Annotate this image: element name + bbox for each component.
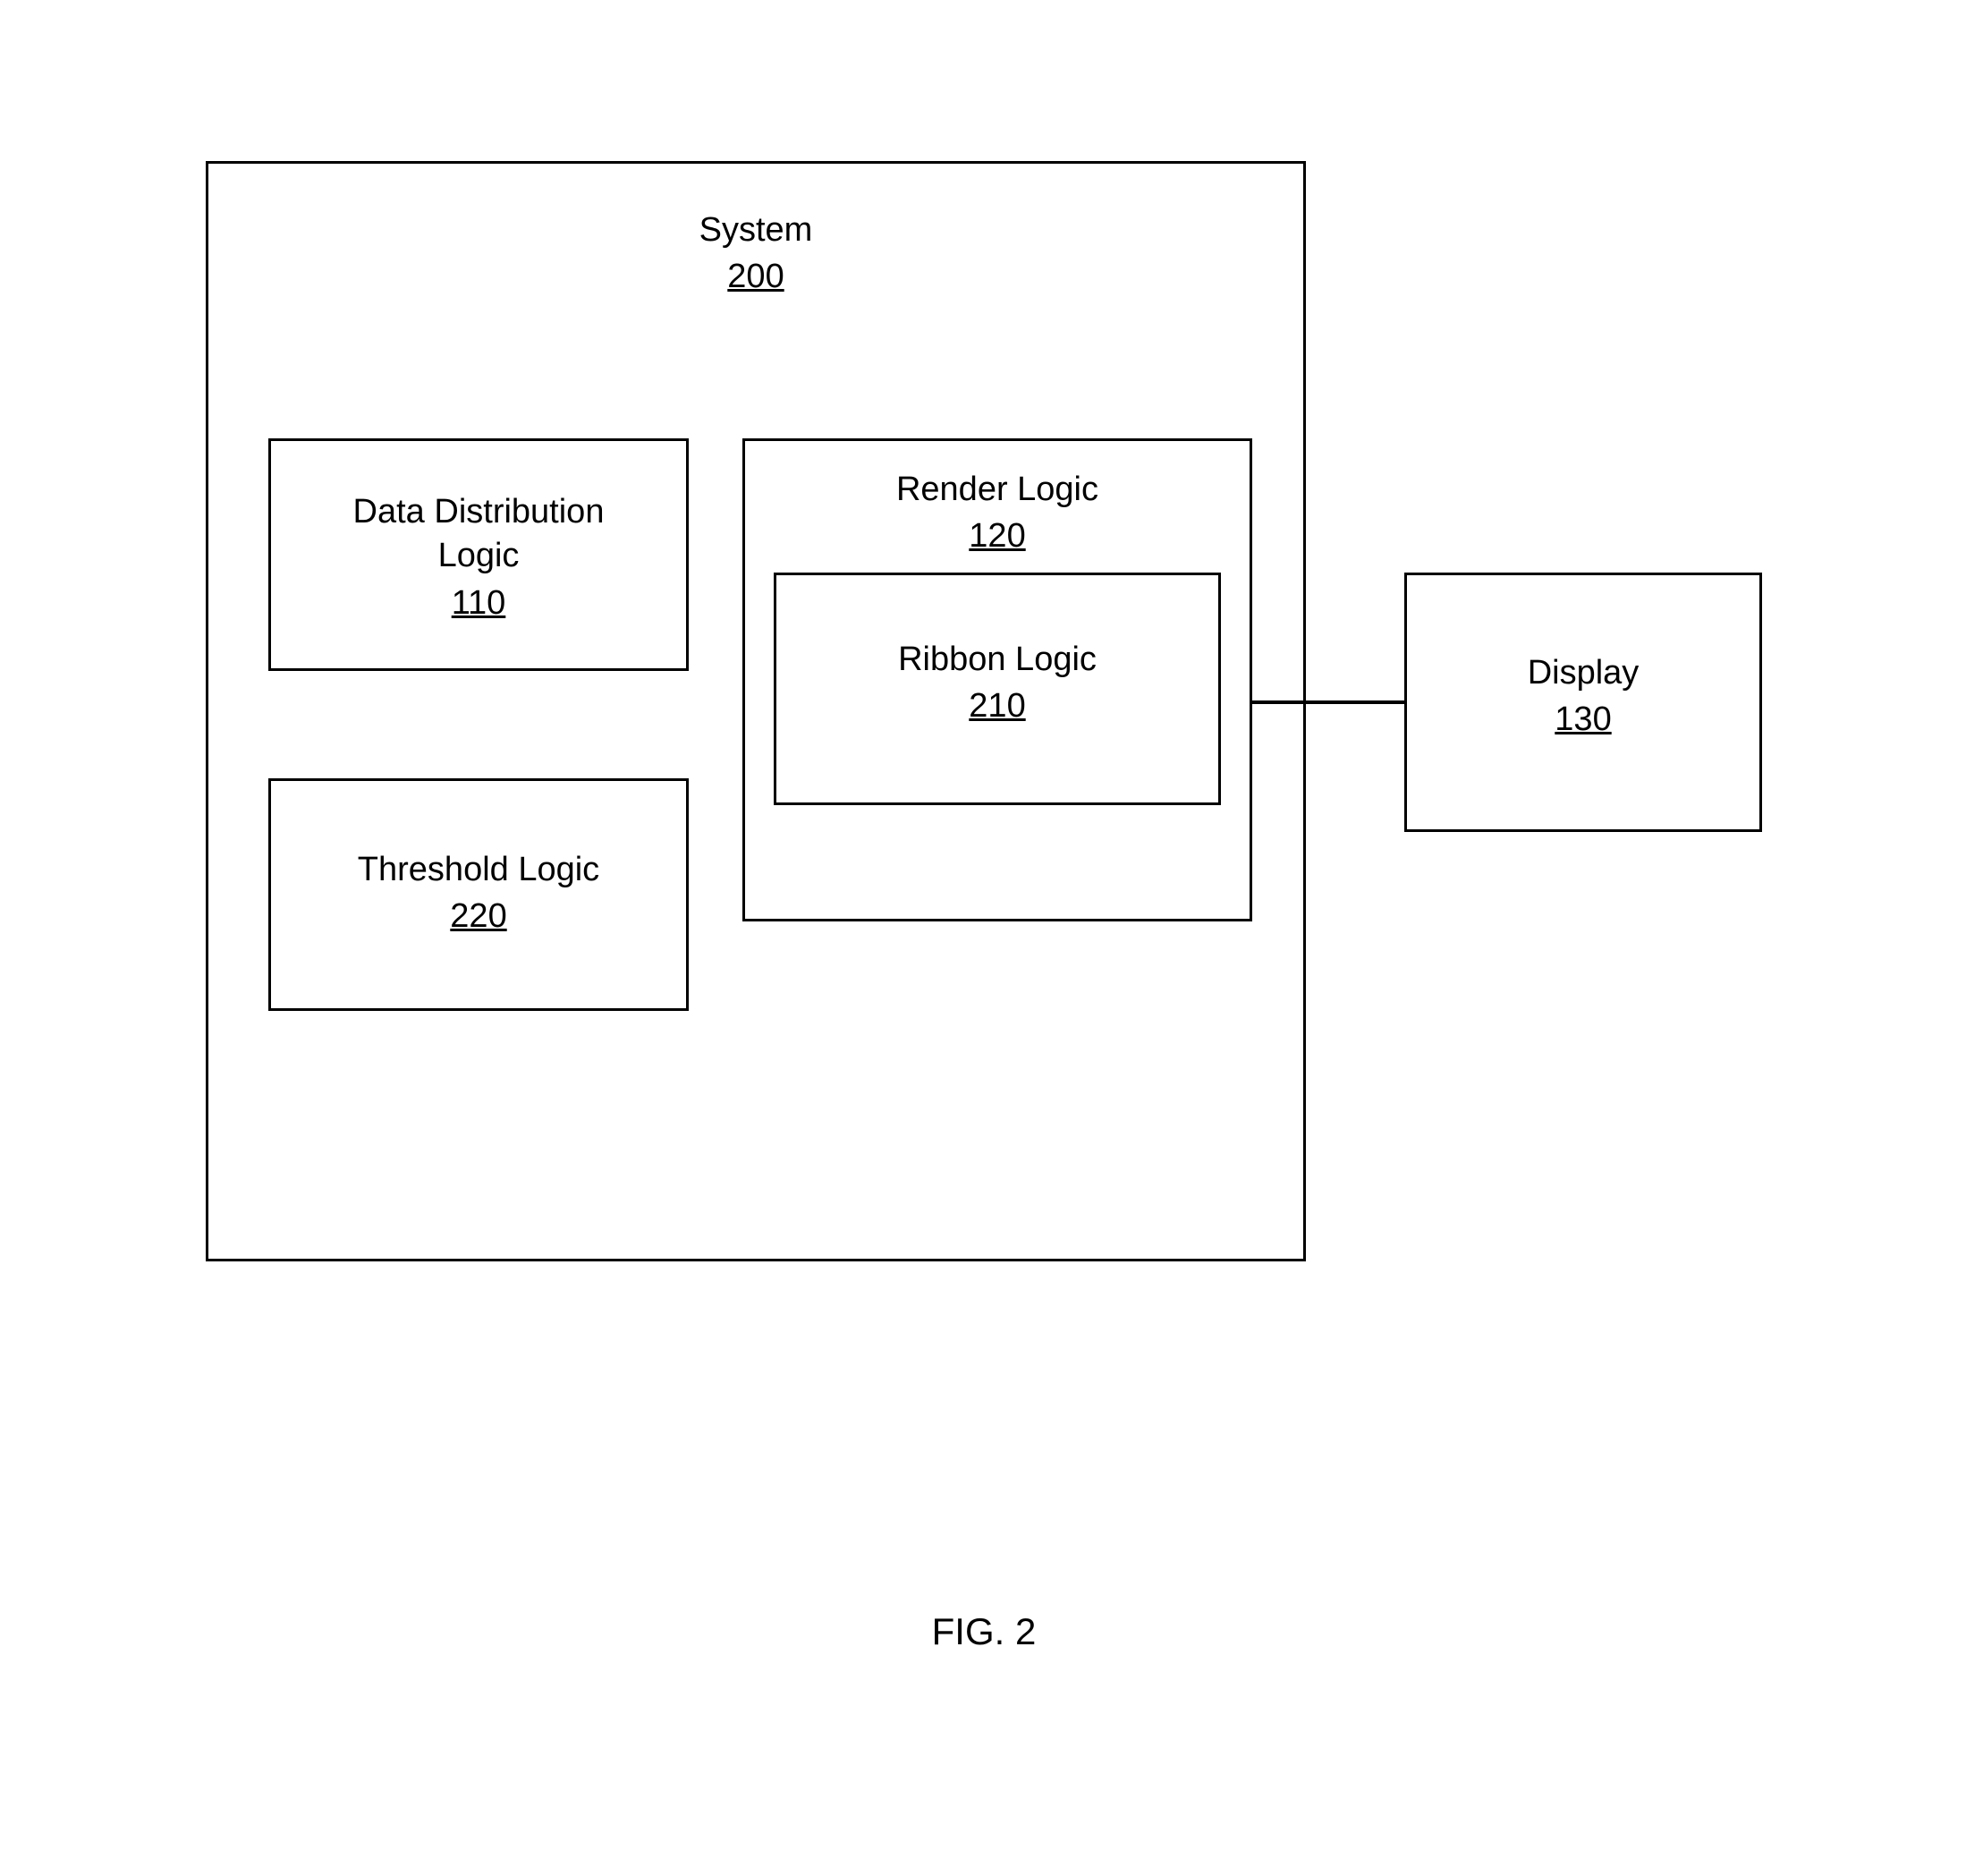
display-block: Display 130 <box>1404 573 1762 832</box>
render-display-connector <box>1252 700 1404 704</box>
render-label: Render Logic <box>745 468 1250 512</box>
diagram-container: System 200 Data Distribution Logic 110 T… <box>206 161 1762 1413</box>
ribbon-number: 210 <box>969 687 1025 726</box>
data-distribution-label: Data Distribution Logic <box>271 490 686 579</box>
display-label: Display <box>1407 651 1759 695</box>
threshold-block: Threshold Logic 220 <box>268 778 689 1011</box>
system-label: System <box>208 208 1303 252</box>
threshold-number: 220 <box>450 897 506 936</box>
ribbon-label: Ribbon Logic <box>776 638 1218 682</box>
threshold-label: Threshold Logic <box>271 848 686 892</box>
figure-label: FIG. 2 <box>206 1610 1762 1653</box>
system-number: 200 <box>727 258 784 296</box>
display-number: 130 <box>1555 700 1611 739</box>
data-distribution-number: 110 <box>452 584 506 623</box>
render-number: 120 <box>969 517 1025 556</box>
data-distribution-block: Data Distribution Logic 110 <box>268 438 689 671</box>
ribbon-block: Ribbon Logic 210 <box>774 573 1221 805</box>
